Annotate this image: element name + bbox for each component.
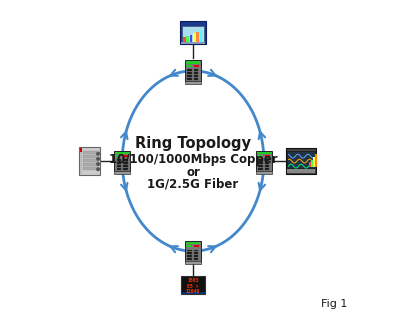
- FancyBboxPatch shape: [256, 151, 272, 171]
- FancyBboxPatch shape: [194, 255, 198, 257]
- FancyBboxPatch shape: [117, 162, 121, 164]
- FancyBboxPatch shape: [180, 21, 206, 44]
- FancyBboxPatch shape: [182, 278, 204, 291]
- FancyBboxPatch shape: [123, 168, 128, 170]
- FancyBboxPatch shape: [315, 154, 317, 167]
- FancyBboxPatch shape: [200, 30, 202, 42]
- FancyBboxPatch shape: [117, 168, 121, 170]
- FancyBboxPatch shape: [286, 148, 316, 174]
- FancyBboxPatch shape: [194, 250, 198, 251]
- Text: 85 >: 85 >: [187, 284, 199, 289]
- FancyBboxPatch shape: [181, 292, 205, 294]
- Circle shape: [97, 168, 99, 171]
- FancyBboxPatch shape: [117, 165, 121, 167]
- Text: 10/100/1000Mbps Copper: 10/100/1000Mbps Copper: [109, 153, 277, 166]
- FancyBboxPatch shape: [186, 36, 189, 42]
- FancyBboxPatch shape: [182, 26, 204, 42]
- FancyBboxPatch shape: [186, 245, 191, 247]
- FancyBboxPatch shape: [190, 34, 192, 42]
- FancyBboxPatch shape: [194, 72, 198, 74]
- FancyBboxPatch shape: [188, 72, 192, 74]
- FancyBboxPatch shape: [181, 42, 205, 43]
- FancyBboxPatch shape: [194, 78, 198, 80]
- FancyBboxPatch shape: [256, 171, 272, 174]
- FancyBboxPatch shape: [79, 147, 100, 175]
- FancyBboxPatch shape: [287, 169, 316, 173]
- FancyBboxPatch shape: [80, 148, 82, 152]
- FancyBboxPatch shape: [258, 159, 263, 161]
- FancyBboxPatch shape: [185, 81, 201, 84]
- FancyBboxPatch shape: [188, 75, 192, 77]
- FancyBboxPatch shape: [258, 165, 263, 167]
- FancyBboxPatch shape: [181, 276, 205, 294]
- Text: Ring Topology: Ring Topology: [135, 136, 251, 151]
- FancyBboxPatch shape: [188, 255, 192, 257]
- FancyBboxPatch shape: [265, 168, 269, 170]
- FancyBboxPatch shape: [83, 159, 99, 162]
- FancyBboxPatch shape: [185, 241, 201, 261]
- FancyBboxPatch shape: [194, 258, 198, 260]
- FancyBboxPatch shape: [186, 62, 200, 64]
- FancyBboxPatch shape: [194, 245, 199, 247]
- FancyBboxPatch shape: [83, 151, 99, 154]
- FancyBboxPatch shape: [309, 162, 311, 167]
- FancyBboxPatch shape: [123, 155, 128, 157]
- FancyBboxPatch shape: [313, 157, 315, 167]
- FancyBboxPatch shape: [115, 171, 130, 174]
- FancyBboxPatch shape: [188, 250, 192, 251]
- FancyBboxPatch shape: [123, 162, 128, 164]
- FancyBboxPatch shape: [188, 252, 192, 254]
- FancyBboxPatch shape: [287, 151, 315, 168]
- Text: 1G/2.5G Fiber: 1G/2.5G Fiber: [148, 178, 239, 191]
- FancyBboxPatch shape: [188, 258, 192, 260]
- FancyBboxPatch shape: [265, 159, 269, 161]
- FancyBboxPatch shape: [186, 64, 191, 67]
- Text: 12046: 12046: [186, 289, 200, 294]
- FancyBboxPatch shape: [83, 155, 99, 158]
- FancyBboxPatch shape: [258, 162, 263, 164]
- FancyBboxPatch shape: [194, 252, 198, 254]
- FancyBboxPatch shape: [196, 32, 199, 42]
- FancyBboxPatch shape: [185, 261, 201, 264]
- FancyBboxPatch shape: [188, 78, 192, 80]
- FancyBboxPatch shape: [83, 167, 99, 170]
- FancyBboxPatch shape: [186, 242, 200, 244]
- FancyBboxPatch shape: [193, 33, 196, 42]
- FancyBboxPatch shape: [257, 152, 271, 154]
- FancyBboxPatch shape: [185, 61, 201, 81]
- FancyBboxPatch shape: [115, 151, 130, 171]
- FancyBboxPatch shape: [265, 162, 269, 164]
- FancyBboxPatch shape: [258, 168, 263, 170]
- FancyBboxPatch shape: [311, 160, 313, 167]
- Circle shape: [97, 153, 99, 155]
- FancyBboxPatch shape: [194, 64, 199, 67]
- FancyBboxPatch shape: [83, 163, 99, 166]
- FancyBboxPatch shape: [123, 159, 128, 161]
- Circle shape: [97, 163, 99, 166]
- FancyBboxPatch shape: [265, 155, 270, 157]
- Text: or: or: [186, 166, 200, 179]
- FancyBboxPatch shape: [265, 165, 269, 167]
- Text: 1803: 1803: [187, 278, 199, 283]
- FancyBboxPatch shape: [115, 152, 129, 154]
- Circle shape: [97, 158, 99, 160]
- FancyBboxPatch shape: [115, 155, 120, 157]
- FancyBboxPatch shape: [123, 165, 128, 167]
- FancyBboxPatch shape: [188, 69, 192, 71]
- FancyBboxPatch shape: [194, 69, 198, 71]
- FancyBboxPatch shape: [117, 159, 121, 161]
- Text: Fig 1: Fig 1: [321, 299, 348, 309]
- FancyBboxPatch shape: [183, 37, 186, 42]
- FancyBboxPatch shape: [194, 75, 198, 77]
- FancyBboxPatch shape: [80, 148, 82, 174]
- FancyBboxPatch shape: [257, 155, 262, 157]
